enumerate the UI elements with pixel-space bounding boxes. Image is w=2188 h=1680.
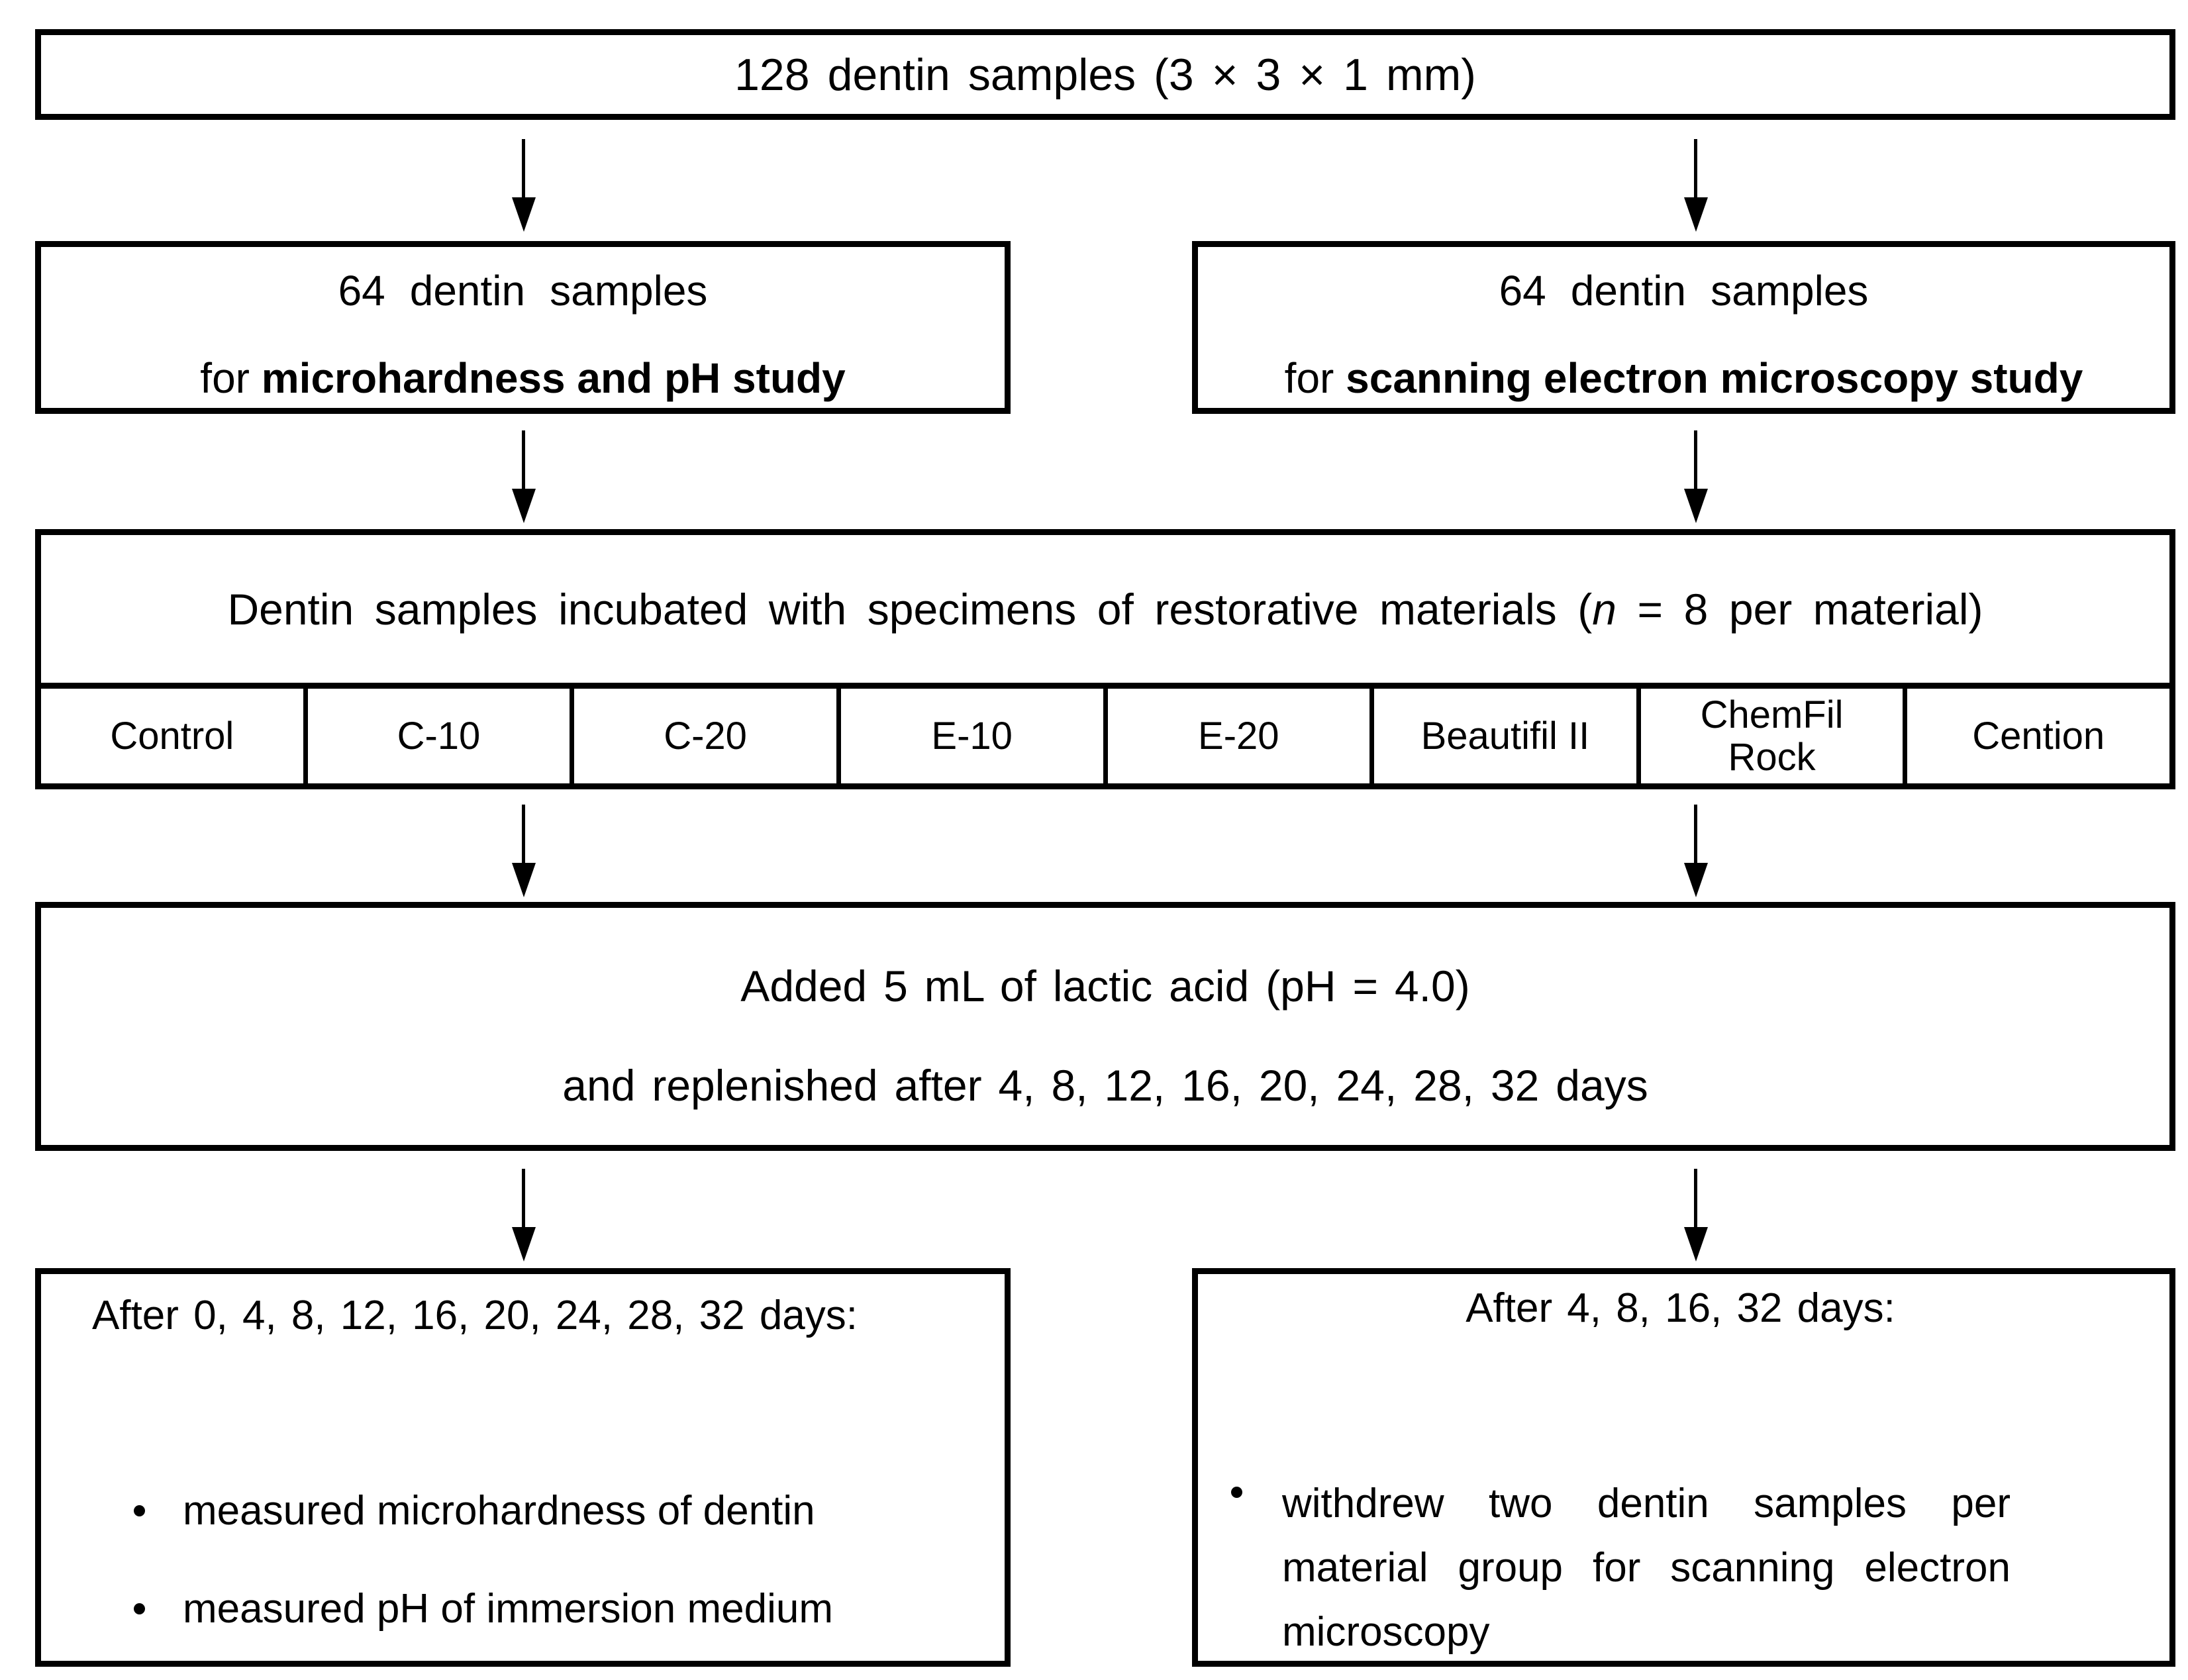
incubation-text-pre: Dentin samples incubated with specimens … xyxy=(227,584,1593,634)
material-cell-e10: E-10 xyxy=(836,689,1103,783)
material-cell-beautifil: Beautifil II xyxy=(1369,689,1636,783)
material-cell-c10: C-10 xyxy=(303,689,570,783)
results-title: After 0, 4, 8, 12, 16, 20, 24, 28, 32 da… xyxy=(92,1293,858,1338)
microhardness-study-label: microhardness and pH study xyxy=(261,354,846,402)
incubation-n-symbol: n xyxy=(1592,584,1616,634)
material-cell-c20: C-20 xyxy=(570,689,836,783)
list-item: withdrew two dentin samples per material… xyxy=(1231,1471,2130,1664)
results-title: After 4, 8, 16, 32 days: xyxy=(1466,1285,1895,1331)
box-sem-results: After 4, 8, 16, 32 days: withdrew two de… xyxy=(1192,1268,2175,1667)
down-arrow xyxy=(1694,1169,1697,1228)
sem-group-purpose: for scanning electron microscopy study xyxy=(1285,354,2083,402)
for-prefix: for xyxy=(200,354,262,402)
box-sem-group: 64 dentin samples for scanning electron … xyxy=(1192,241,2175,414)
down-arrow xyxy=(522,1169,525,1228)
bullet-text: withdrew two dentin samples per material… xyxy=(1282,1481,2011,1655)
material-label: C-10 xyxy=(397,714,481,758)
material-cell-control: Control xyxy=(41,689,303,783)
down-arrow xyxy=(522,805,525,864)
incubation-text-post: = 8 per material) xyxy=(1616,584,1983,634)
down-arrow xyxy=(522,430,525,490)
material-cell-chemfil: ChemFil Rock xyxy=(1636,689,1903,783)
for-prefix: for xyxy=(1284,354,1346,402)
box-microhardness-results: After 0, 4, 8, 12, 16, 20, 24, 28, 32 da… xyxy=(35,1268,1011,1667)
bullet-icon xyxy=(134,1505,145,1516)
microhardness-group-purpose: for microhardness and pH study xyxy=(200,354,845,402)
down-arrow xyxy=(1694,139,1697,199)
microhardness-group-count: 64 dentin samples xyxy=(338,267,708,315)
materials-row: Control C-10 C-20 E-10 E-20 Beautifil II… xyxy=(35,689,2175,789)
material-label: Cention xyxy=(1972,714,2105,758)
material-cell-cention: Cention xyxy=(1903,689,2169,783)
bullet-icon xyxy=(134,1603,145,1614)
box-microhardness-group: 64 dentin samples for microhardness and … xyxy=(35,241,1011,414)
material-label: C-20 xyxy=(664,714,747,758)
bullet-icon xyxy=(1231,1487,1242,1498)
down-arrow xyxy=(1694,805,1697,864)
bullet-text: measured microhardness of dentin xyxy=(183,1488,815,1534)
lactic-acid-line1: Added 5 mL of lactic acid (pH = 4.0) xyxy=(740,962,1470,1011)
material-label: Beautifil II xyxy=(1420,714,1590,758)
down-arrow xyxy=(1694,430,1697,490)
box-total-samples: 128 dentin samples (3 × 3 × 1 mm) xyxy=(35,29,2175,120)
bullet-text: measured pH of immersion medium xyxy=(183,1586,834,1632)
total-samples-label: 128 dentin samples (3 × 3 × 1 mm) xyxy=(734,49,1476,100)
list-item: measured microhardness of dentin xyxy=(134,1490,978,1532)
box-lactic-acid: Added 5 mL of lactic acid (pH = 4.0) and… xyxy=(35,902,2175,1151)
material-label: ChemFil Rock xyxy=(1700,693,1844,779)
material-label: E-20 xyxy=(1198,714,1279,758)
list-item: measured pH of immersion medium xyxy=(134,1588,978,1630)
material-label: E-10 xyxy=(931,714,1013,758)
material-cell-e20: E-20 xyxy=(1103,689,1370,783)
incubation-label: Dentin samples incubated with specimens … xyxy=(227,585,1983,634)
sem-study-label: scanning electron microscopy study xyxy=(1346,354,2083,402)
material-label: Control xyxy=(110,714,234,758)
down-arrow xyxy=(522,139,525,199)
sem-group-count: 64 dentin samples xyxy=(1499,267,1869,315)
box-incubation: Dentin samples incubated with specimens … xyxy=(35,529,2175,689)
lactic-acid-line2: and replenished after 4, 8, 12, 16, 20, … xyxy=(562,1061,1648,1110)
